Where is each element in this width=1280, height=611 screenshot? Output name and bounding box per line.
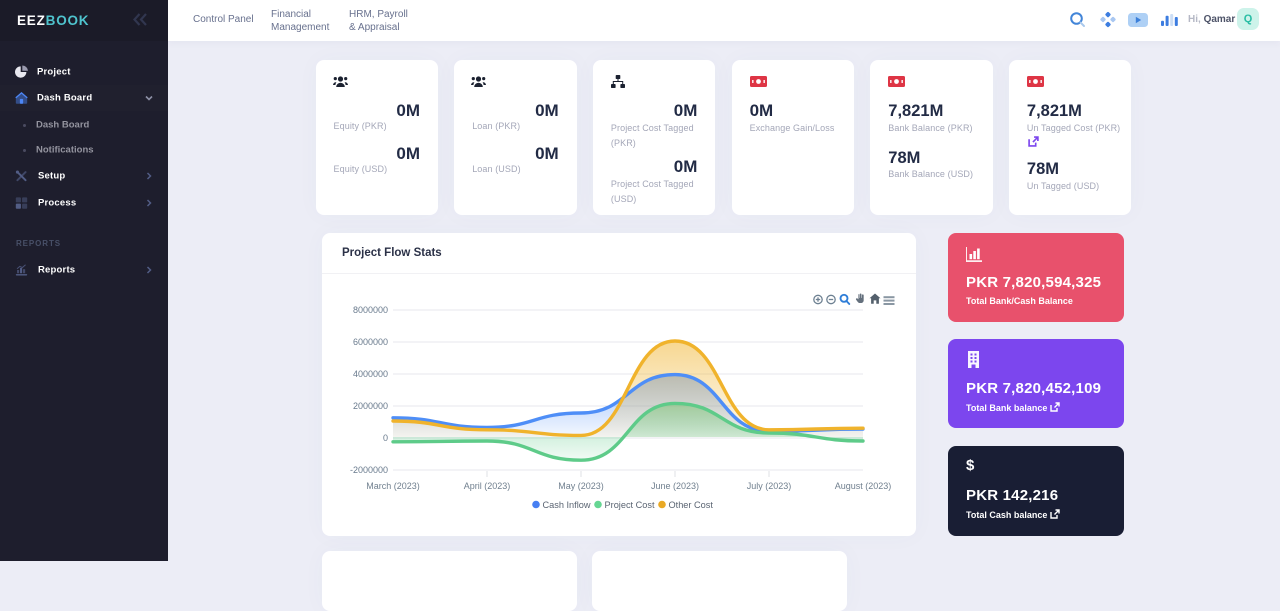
svg-text:Cash Inflow: Cash Inflow: [543, 500, 591, 510]
svg-text:8000000: 8000000: [353, 305, 388, 315]
svg-text:-2000000: -2000000: [350, 465, 388, 475]
svg-text:Other Cost: Other Cost: [669, 500, 714, 510]
svg-text:July (2023): July (2023): [747, 481, 792, 491]
svg-text:Project Cost: Project Cost: [605, 500, 655, 510]
svg-text:April (2023): April (2023): [464, 481, 511, 491]
svg-text:6000000: 6000000: [353, 337, 388, 347]
svg-text:2000000: 2000000: [353, 401, 388, 411]
svg-text:August (2023): August (2023): [835, 481, 892, 491]
svg-text:0: 0: [383, 433, 388, 443]
svg-text:June (2023): June (2023): [651, 481, 699, 491]
svg-text:4000000: 4000000: [353, 369, 388, 379]
svg-text:March (2023): March (2023): [366, 481, 420, 491]
svg-text:May (2023): May (2023): [558, 481, 604, 491]
